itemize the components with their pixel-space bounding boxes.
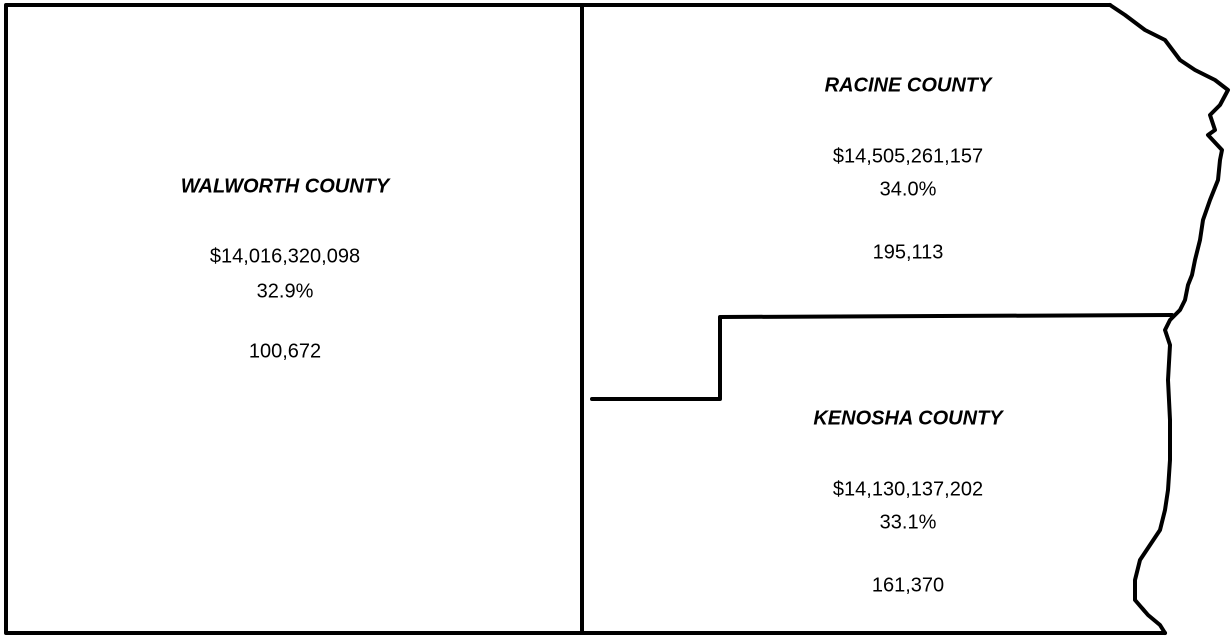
county-line: [590, 313, 1174, 401]
county-population: 100,672: [249, 340, 321, 362]
county-value: $14,505,261,157: [833, 145, 983, 167]
county-name: WALWORTH COUNTY: [181, 175, 391, 197]
county-name: KENOSHA COUNTY: [813, 407, 1004, 429]
county-name: RACINE COUNTY: [825, 74, 993, 96]
county-population: 195,113: [873, 241, 944, 263]
county-share: 32.9%: [257, 280, 314, 302]
county-value: $14,016,320,098: [210, 245, 360, 267]
county-value: $14,130,137,202: [833, 478, 983, 500]
county-share: 33.1%: [880, 511, 937, 533]
lake-shore: [1108, 3, 1230, 635]
county-population: 161,370: [872, 574, 944, 596]
outer-border: [4, 3, 1167, 635]
county-share: 34.0%: [880, 178, 937, 200]
